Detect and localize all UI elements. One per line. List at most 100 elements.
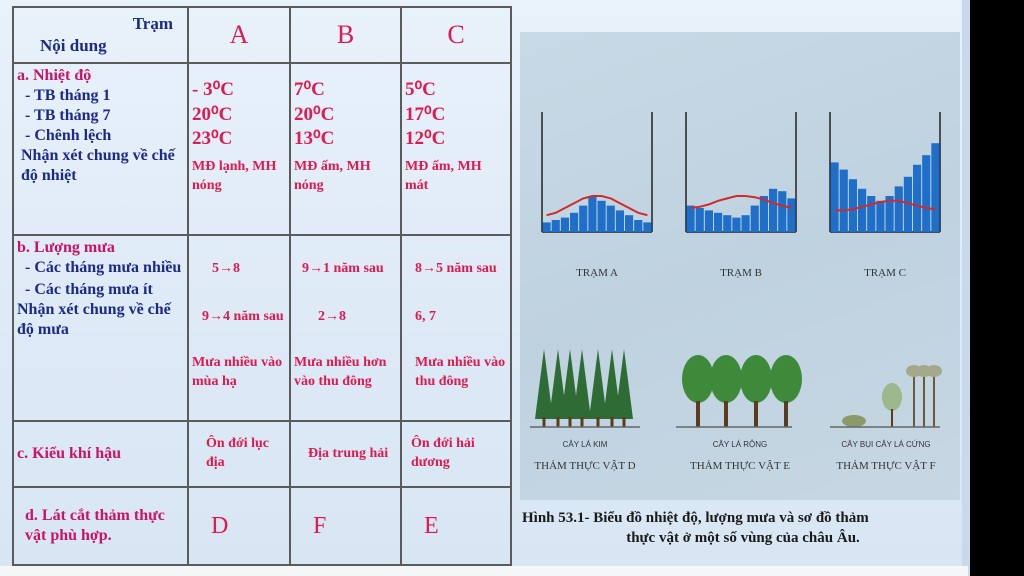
rain-bar <box>867 196 876 232</box>
temperature-title: a. Nhiệt độ <box>17 67 92 84</box>
slide: Trạm Nội dung A B C a. Nhiệt độ - TB thá… <box>0 0 970 576</box>
rain-few-a: 9→4 năm sau <box>202 309 284 324</box>
rain-remark-b: Mưa nhiều hơn vào thu đông <box>294 355 387 389</box>
palm-trunk <box>913 375 915 427</box>
slide-bottom-strip <box>0 566 968 576</box>
sclerophyll-tree <box>882 383 902 411</box>
caption-line-1: Hình 53.1- Biểu đồ nhiệt độ, lượng mưa v… <box>522 510 869 526</box>
broadleaf-tree <box>710 355 742 403</box>
broadleaf-tree <box>770 355 802 403</box>
rain-bar <box>885 196 894 232</box>
station-label: TRẠM A <box>576 267 618 279</box>
rain-bar <box>922 155 931 232</box>
conifer-tree <box>535 349 553 419</box>
conifer-tree <box>603 349 621 419</box>
rain-cell-a: 5→8 9→4 năm sau Mưa nhiều vào mùa hạ <box>187 234 291 422</box>
temp-jul-a: 20⁰C <box>192 103 233 125</box>
tree-trunk <box>542 417 546 427</box>
rain-bar <box>686 205 695 232</box>
rain-bar <box>714 212 723 232</box>
rain-label-cell: b. Lượng mưa - Các tháng mưa nhiều - Các… <box>12 234 189 422</box>
climate-label: c. Kiểu khí hậu <box>17 445 122 462</box>
rain-remark-c: Mưa nhiều vào thu đông <box>415 355 506 389</box>
conifer-tree <box>561 349 579 419</box>
conifer-tree <box>615 349 633 419</box>
tree-trunk <box>580 417 584 427</box>
rain-bar <box>839 169 848 232</box>
temp-jan-label: - TB tháng 1 <box>25 87 111 104</box>
vegetation-type: CÂY LÁ RỘNG <box>713 440 768 449</box>
tree-trunk <box>891 409 893 427</box>
vegetation-label: THẢM THỰC VẬT F <box>836 460 935 472</box>
temp-remark-c: MĐ ấm, MH mát <box>405 159 482 193</box>
rain-bar <box>750 205 759 232</box>
broadleaf-tree <box>740 355 772 403</box>
rain-few-c: 6, 7 <box>415 309 436 324</box>
rain-bar <box>542 222 551 232</box>
rain-bar <box>830 162 839 232</box>
temp-remark-label: Nhận xét chung về chế độ nhiệt <box>21 147 175 184</box>
temp-remark-b: MĐ ấm, MH nóng <box>294 159 371 193</box>
tree-trunk <box>556 417 560 427</box>
rain-few-b: 2→8 <box>318 309 346 324</box>
temp-remark-a: MĐ lạnh, MH nóng <box>192 159 277 193</box>
rain-bar <box>759 196 768 232</box>
temp-jan-b: 7⁰C <box>294 79 325 100</box>
tree-trunk <box>596 417 600 427</box>
rain-bar <box>634 220 643 232</box>
temp-cell-c: 5⁰C 17⁰C 12⁰C MĐ ấm, MH mát <box>400 62 512 236</box>
caption-line-2: thực vật ở một số vùng của châu Âu. <box>626 530 860 547</box>
rain-bar <box>704 210 713 232</box>
tree-trunk <box>622 417 626 427</box>
climate-value-b: Địa trung hải <box>308 445 389 461</box>
climate-label-cell: c. Kiểu khí hậu <box>12 420 189 488</box>
temp-jul-b: 20⁰C <box>294 103 335 125</box>
tree-trunk <box>754 401 758 427</box>
rain-bar <box>732 217 741 232</box>
rain-bar <box>597 200 606 232</box>
rain-bar <box>894 186 903 232</box>
temp-jan-c: 5⁰C <box>405 79 436 100</box>
vegetation-type: CÂY BỤI CÂY LÁ CỨNG <box>841 440 930 449</box>
vegetation-label: THẢM THỰC VẬT D <box>534 460 635 472</box>
rain-bar <box>778 191 787 232</box>
rain-bar <box>769 188 778 232</box>
tree-trunk <box>724 401 728 427</box>
climate-value-c: Ôn đới hải dương <box>411 436 475 470</box>
rain-bar <box>625 215 634 232</box>
temperature-row: a. Nhiệt độ - TB tháng 1 - TB tháng 7 - … <box>12 62 512 236</box>
temp-range-label: - Chênh lệch <box>25 127 112 144</box>
temp-range-b: 13⁰C <box>294 128 335 150</box>
conifer-tree <box>573 349 591 419</box>
rain-remark-a: Mưa nhiều vào mùa hạ <box>192 355 283 389</box>
palm-crown <box>926 365 942 377</box>
temp-range-a: 23⁰C <box>192 128 233 150</box>
conifer-tree <box>549 349 567 419</box>
rain-row: b. Lượng mưa - Các tháng mưa nhiều - Các… <box>12 234 512 422</box>
rain-title: b. Lượng mưa <box>17 239 115 256</box>
climate-b: Địa trung hải <box>289 420 402 488</box>
rain-bar <box>551 220 560 232</box>
rain-bar <box>858 188 867 232</box>
temperature-line <box>546 195 648 217</box>
broadleaf-tree <box>682 355 714 403</box>
content-header-label: Nội dung <box>40 36 107 55</box>
temperature-label-cell: a. Nhiệt độ - TB tháng 1 - TB tháng 7 - … <box>12 62 189 236</box>
shrub <box>842 415 866 427</box>
temperature-line <box>834 199 936 212</box>
station-header-label: Trạm <box>132 14 173 33</box>
header-corner-cell: Trạm Nội dung <box>12 6 189 64</box>
rain-bar <box>606 205 615 232</box>
slide-right-edge <box>962 0 970 576</box>
temp-jul-label: - TB tháng 7 <box>25 107 111 124</box>
palm-trunk <box>933 375 935 427</box>
rain-many-c: 8→5 năm sau <box>415 261 497 276</box>
rain-bar <box>570 212 579 232</box>
rain-bar <box>876 200 885 232</box>
station-label: TRẠM C <box>864 267 906 279</box>
rain-bar <box>848 179 857 232</box>
rain-few-label: - Các tháng mưa ít <box>25 281 153 298</box>
conifer-tree <box>589 349 607 419</box>
comparison-table: Trạm Nội dung A B C a. Nhiệt độ - TB thá… <box>12 6 512 566</box>
rain-cell-b: 9→1 năm sau 2→8 Mưa nhiều hơn vào thu đô… <box>289 234 402 422</box>
